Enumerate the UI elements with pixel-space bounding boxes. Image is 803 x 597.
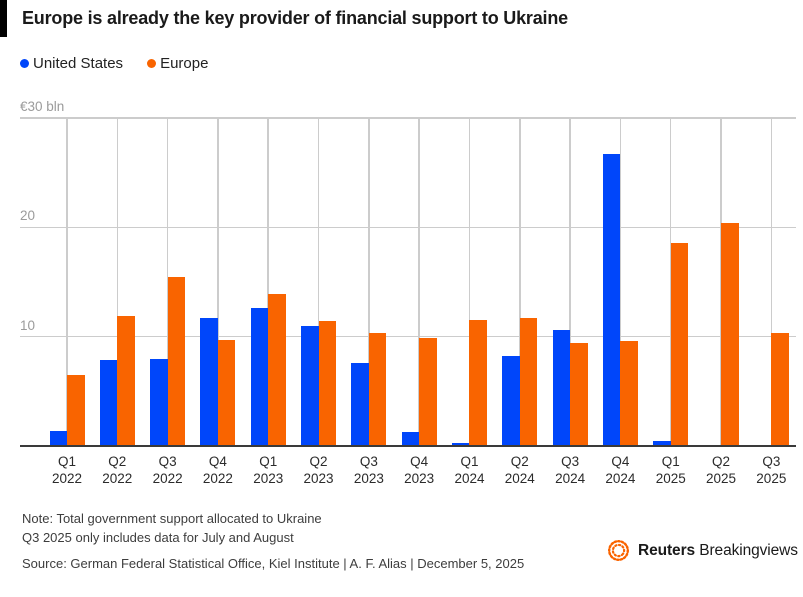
- legend-label-europe: Europe: [160, 55, 209, 72]
- gridline-h-10: [20, 335, 796, 338]
- x-tick-label: Q2 2025: [705, 454, 737, 486]
- gridline-v: [66, 118, 68, 446]
- logo-brand: Reuters: [638, 541, 696, 559]
- bar-europe-q1-2025: [670, 242, 689, 446]
- gridline-h-20: [20, 226, 796, 229]
- y-tick-label-20: 20: [20, 208, 36, 224]
- x-tick-label: Q2 2024: [504, 454, 535, 486]
- bar-united-states-q1-2024: [451, 442, 470, 446]
- bar-united-states-q3-2023: [351, 362, 369, 446]
- bar-united-states-q4-2023: [401, 431, 420, 446]
- legend-label-united-states: United States: [33, 55, 124, 72]
- gridline-v: [468, 118, 471, 446]
- europe-dot-icon: [147, 59, 157, 68]
- x-tick-label: Q2 2022: [102, 454, 133, 486]
- bar-europe-q3-2022: [167, 276, 186, 446]
- legend-item-united-states: United States: [20, 55, 123, 72]
- source-line: Source: German Federal Statistical Offic…: [22, 556, 525, 571]
- bar-europe-q2-2024: [519, 318, 538, 446]
- x-tick-label: Q3 2023: [353, 454, 384, 486]
- legend-item-europe: Europe: [147, 55, 208, 72]
- bar-europe-q4-2022: [217, 339, 236, 446]
- gridline-v: [116, 118, 119, 446]
- x-tick-label: Q1 2022: [51, 454, 83, 486]
- bar-united-states-q2-2022: [99, 359, 118, 446]
- bar-europe-q2-2025: [721, 222, 739, 446]
- bar-united-states-q2-2024: [502, 356, 520, 446]
- bar-europe-q1-2023: [268, 294, 286, 446]
- bar-united-states-q1-2022: [49, 430, 67, 446]
- gridline-v: [418, 118, 420, 446]
- gridline-v: [619, 118, 622, 446]
- x-axis-line: [20, 445, 796, 447]
- reuters-breakingviews-logo: Reuters Breakingviews: [606, 538, 798, 563]
- x-tick-label: Q3 2022: [152, 454, 183, 486]
- gridline-v: [770, 118, 773, 446]
- x-tick-label: Q2 2023: [303, 454, 334, 486]
- y-tick-label-30: €30 bln: [20, 99, 65, 114]
- gridline-v: [519, 118, 521, 446]
- chart-plot: €30 bln 20 10 Q1 2022 Q2 2022 Q3 2022 Q4 2022 Q1 202…: [20, 99, 796, 486]
- x-tick-label: Q4 2024: [605, 454, 636, 486]
- bar-europe-q2-2022: [117, 315, 135, 446]
- logo-suffix: Breakingviews: [699, 541, 798, 559]
- bar-united-states-q1-2025: [653, 440, 671, 446]
- bar-united-states-q3-2022: [150, 358, 168, 446]
- y-tick-label-10: 10: [20, 317, 36, 333]
- bar-united-states-q4-2022: [200, 318, 218, 446]
- gridline-v: [267, 118, 269, 446]
- x-tick-label: Q3 2025: [756, 454, 787, 486]
- x-tick-label: Q1 2025: [655, 454, 686, 486]
- x-tick-label: Q4 2023: [404, 454, 435, 486]
- bar-europe-q2-2023: [318, 321, 337, 446]
- note-line-2: Q3 2025 only includes data for July and …: [22, 530, 294, 545]
- corner-mark: [0, 0, 7, 37]
- bar-europe-q3-2023: [368, 333, 387, 446]
- bar-europe-q1-2022: [67, 374, 85, 446]
- bar-united-states-q4-2024: [602, 154, 621, 446]
- note-line-1: Note: Total government support allocated…: [22, 511, 322, 526]
- united-states-dot-icon: [20, 59, 29, 68]
- gridline-v: [368, 118, 370, 446]
- x-tick-label: Q3 2024: [555, 454, 586, 486]
- legend: United States Europe: [20, 55, 208, 72]
- bar-europe-q3-2024: [570, 343, 588, 446]
- gridline-h-30: [20, 117, 796, 119]
- gridline-v: [217, 118, 219, 446]
- bar-europe-q4-2023: [419, 337, 437, 446]
- logo-text: Reuters Breakingviews: [638, 542, 798, 560]
- gridline-v: [317, 118, 320, 446]
- bar-europe-q1-2024: [469, 320, 487, 446]
- bar-united-states-q2-2023: [301, 325, 319, 446]
- x-tick-label: Q1 2023: [253, 454, 284, 486]
- reuters-dotted-circle-icon: [607, 539, 630, 562]
- bar-europe-q4-2024: [620, 341, 638, 446]
- x-tick-label: Q1 2024: [454, 454, 485, 486]
- x-tick-label: Q4 2022: [202, 454, 233, 486]
- gridline-v: [569, 118, 571, 446]
- bar-europe-q3-2025: [771, 333, 789, 446]
- bar-united-states-q1-2023: [250, 308, 269, 446]
- bar-united-states-q3-2024: [552, 330, 571, 446]
- chart-title: Europe is already the key provider of fi…: [22, 8, 568, 28]
